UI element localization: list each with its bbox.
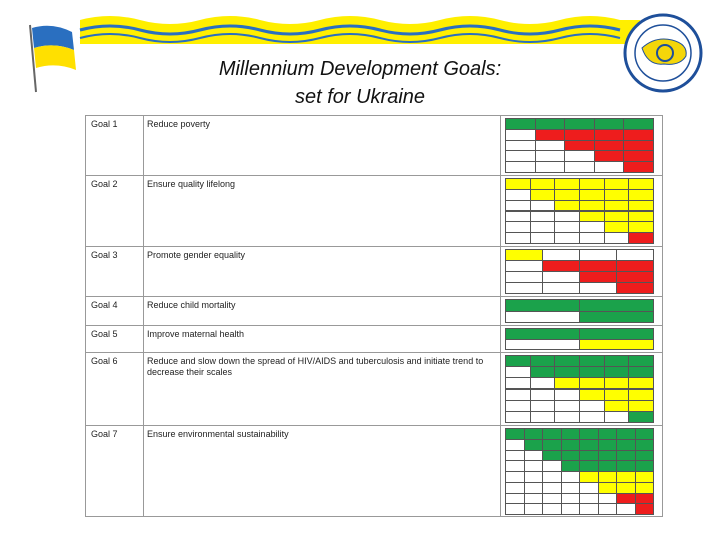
row-line (85, 175, 663, 176)
status-cell (505, 503, 525, 515)
goal-text: Promote gender equality (147, 250, 246, 260)
status-cell (505, 282, 543, 294)
title-line: Millennium Development Goals: (218, 58, 502, 80)
row-line (85, 325, 663, 326)
goal-label: Goal 6 (91, 356, 118, 366)
status-cell (597, 503, 617, 515)
wave (79, 24, 621, 36)
status-cell (634, 503, 654, 515)
wave (79, 33, 621, 43)
status-cell (523, 503, 543, 515)
row-line (85, 296, 663, 297)
goal-label: Goal 3 (91, 250, 118, 260)
goal-label: Goal 2 (91, 179, 118, 189)
status-cell (579, 310, 654, 323)
status-cell (603, 232, 630, 244)
status-cell (579, 410, 605, 423)
status-cell (628, 410, 654, 423)
status-cell (505, 310, 580, 323)
goal-text: Reduce and slow down the spread of HIV/A… (147, 356, 484, 377)
status-cell (579, 282, 617, 294)
emblem-sign (656, 44, 674, 62)
goals-table (85, 115, 663, 517)
goal-text: Reduce child mortality (147, 300, 236, 310)
row-line (85, 352, 663, 353)
goal-text: Ensure quality lifelong (147, 179, 236, 189)
goal-text: Improve maternal health (147, 329, 245, 339)
status-cell (560, 503, 580, 515)
status-cell (616, 503, 636, 515)
goal-text: Ensure environmental sustainability (147, 429, 289, 439)
status-cell (616, 282, 654, 294)
status-cell (534, 161, 566, 173)
row-line (85, 246, 663, 247)
status-cell (505, 232, 531, 244)
goal-label: Goal 1 (91, 119, 118, 129)
column-line (500, 115, 501, 517)
status-cell (542, 282, 580, 294)
status-cell (564, 161, 595, 173)
goal-label: Goal 7 (91, 429, 118, 439)
column-line (143, 115, 144, 517)
status-cell (603, 410, 630, 423)
status-cell (529, 232, 556, 244)
status-cell (505, 161, 536, 173)
goal-label: Goal 4 (91, 300, 118, 310)
title-line: set for Ukraine (294, 86, 426, 108)
flag-pole (29, 24, 37, 93)
row-line (85, 425, 663, 426)
status-cell (593, 161, 625, 173)
status-cell (542, 503, 562, 515)
status-cell (623, 161, 654, 173)
status-cell (554, 232, 580, 244)
flag-yellow (34, 45, 76, 70)
flag-blue (32, 25, 74, 50)
status-cell (628, 232, 654, 244)
goal-text: Reduce poverty (147, 119, 211, 129)
status-cell (579, 503, 599, 515)
status-cell (529, 410, 556, 423)
status-cell (505, 338, 580, 350)
header-art (29, 13, 703, 93)
status-cell (505, 410, 531, 423)
emblem-map (641, 38, 687, 65)
status-cell (579, 338, 654, 350)
status-cell (579, 232, 605, 244)
status-cell (554, 410, 580, 423)
goal-label: Goal 5 (91, 329, 118, 339)
